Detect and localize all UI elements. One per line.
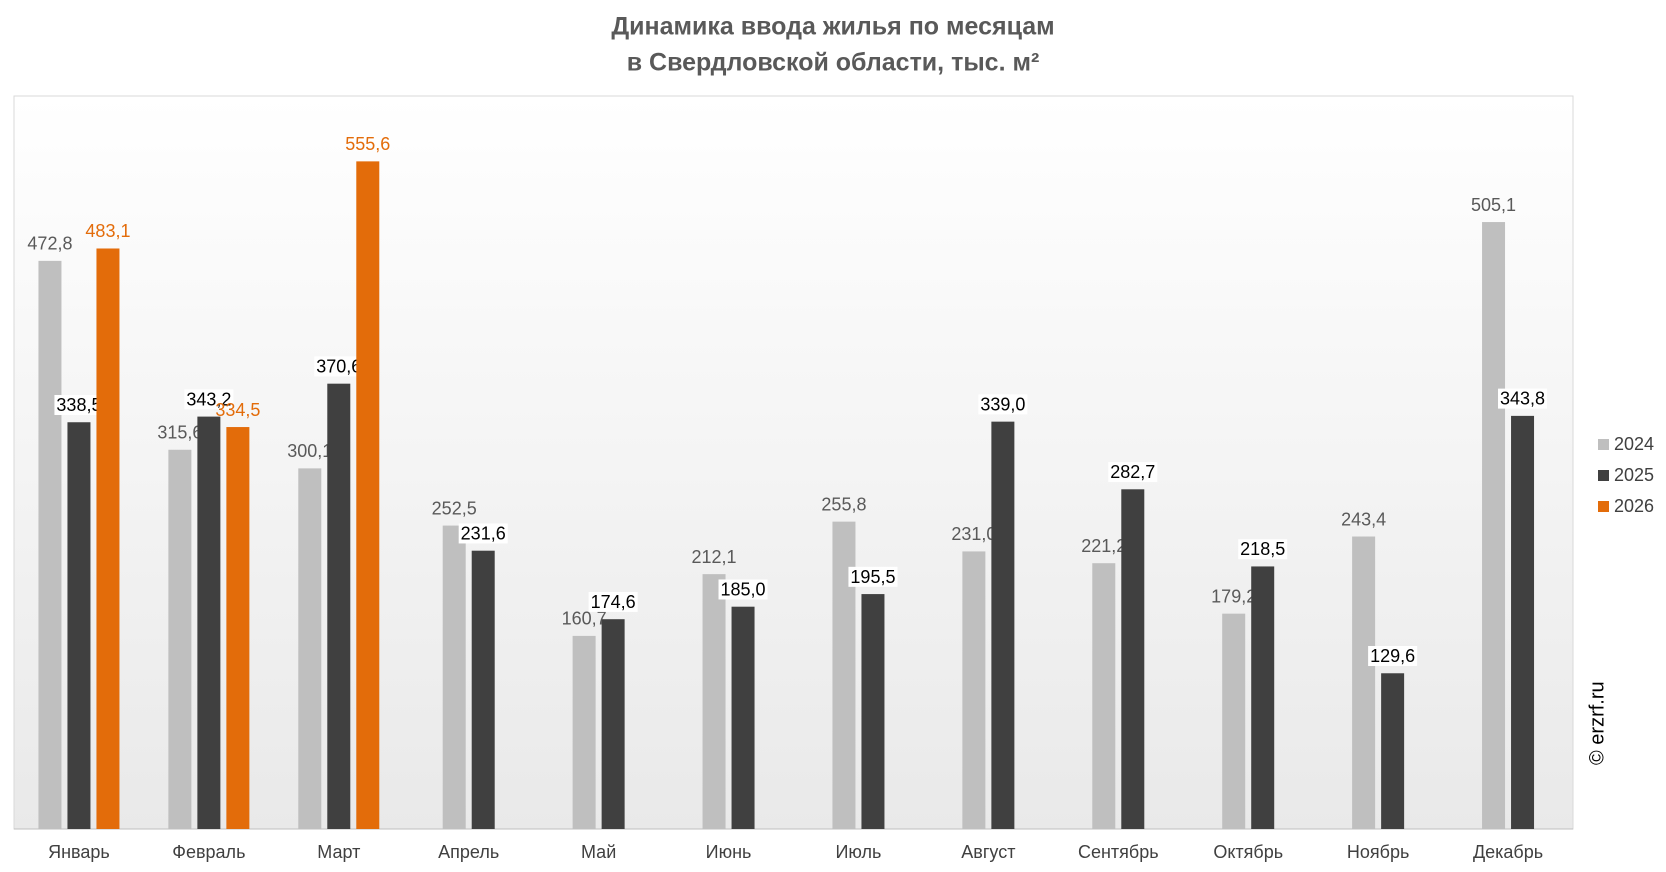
bar — [327, 383, 351, 829]
value-label: 160,7 — [562, 609, 607, 629]
value-label: 315,6 — [157, 423, 202, 443]
value-label: 179,2 — [1211, 586, 1256, 606]
x-tick-label: Июль — [835, 842, 881, 862]
value-label: 231,6 — [461, 523, 506, 543]
label-bg — [718, 579, 768, 600]
x-tick-label: Апрель — [438, 842, 499, 862]
legend-label: 2026 — [1614, 496, 1654, 516]
bar — [67, 422, 91, 829]
bar — [1222, 613, 1246, 829]
bar — [702, 574, 726, 829]
label-bg — [458, 523, 508, 544]
value-label: 255,8 — [821, 494, 866, 514]
value-label: 483,1 — [85, 221, 130, 241]
bar — [861, 594, 885, 829]
value-label: 343,2 — [186, 389, 231, 409]
x-tick-label: Май — [581, 842, 616, 862]
bar — [1482, 222, 1506, 829]
value-label: 339,0 — [980, 394, 1025, 414]
value-label: 338,5 — [56, 395, 101, 415]
x-tick-label: Март — [317, 842, 360, 862]
value-label: 334,5 — [215, 400, 260, 420]
x-tick-label: Январь — [48, 842, 110, 862]
value-label: 174,6 — [591, 592, 636, 612]
bar — [572, 635, 596, 829]
bar — [832, 521, 856, 829]
bar — [1121, 489, 1145, 829]
label-bg — [1368, 646, 1418, 667]
value-label: 555,6 — [345, 134, 390, 154]
x-tick-label: Декабрь — [1473, 842, 1543, 862]
bar — [471, 550, 495, 829]
bar — [1092, 563, 1116, 829]
bar — [197, 416, 221, 829]
legend-label: 2024 — [1614, 434, 1654, 454]
bar — [1381, 673, 1405, 829]
value-label: 343,8 — [1500, 389, 1545, 409]
value-label: 252,5 — [432, 498, 477, 518]
bar — [962, 551, 986, 829]
label-bg — [1108, 462, 1158, 483]
label-bg — [978, 394, 1028, 415]
label-bg — [848, 566, 898, 587]
x-tick-label: Октябрь — [1213, 842, 1283, 862]
bar — [96, 248, 120, 829]
bar — [168, 449, 192, 829]
plot-area — [13, 95, 1574, 830]
label-bg — [314, 356, 364, 377]
x-tick-label: Февраль — [172, 842, 245, 862]
bar — [601, 619, 625, 829]
value-label: 195,5 — [850, 567, 895, 587]
bar — [226, 427, 250, 829]
bar — [991, 421, 1015, 829]
label-bg — [588, 591, 638, 612]
x-tick-label: Сентябрь — [1078, 842, 1159, 862]
label-bg — [1498, 388, 1548, 409]
bar — [1511, 415, 1535, 829]
watermark: © erzrf.ru — [1586, 681, 1608, 765]
bar — [731, 606, 755, 829]
value-label: 300,1 — [287, 441, 332, 461]
chart-subtitle: в Свердловской области, тыс. м² — [627, 49, 1040, 77]
x-tick-label: Ноябрь — [1347, 842, 1409, 862]
bar — [1251, 566, 1275, 829]
label-bg — [1238, 539, 1288, 560]
legend-swatch — [1598, 501, 1609, 512]
legend-label: 2025 — [1614, 465, 1654, 485]
bar — [38, 260, 62, 829]
bar — [442, 525, 466, 829]
x-tick-label: Август — [961, 842, 1015, 862]
value-label: 370,6 — [316, 356, 361, 376]
value-label: 218,5 — [1240, 539, 1285, 559]
label-bg — [184, 389, 234, 410]
value-label: 472,8 — [27, 234, 72, 254]
label-bg — [54, 394, 104, 415]
bar — [1352, 536, 1376, 829]
value-label: 505,1 — [1471, 195, 1516, 215]
chart-title: Динамика ввода жилья по месяцам — [611, 13, 1054, 41]
value-label: 282,7 — [1110, 462, 1155, 482]
bar — [356, 161, 380, 829]
value-label: 129,6 — [1370, 646, 1415, 666]
legend-swatch — [1598, 470, 1609, 481]
legend-swatch — [1598, 439, 1609, 450]
value-label: 231,0 — [951, 524, 996, 544]
value-label: 243,4 — [1341, 509, 1386, 529]
bar — [298, 468, 322, 829]
value-label: 185,0 — [721, 579, 766, 599]
value-label: 221,2 — [1081, 536, 1126, 556]
value-label: 212,1 — [692, 547, 737, 567]
x-tick-label: Июнь — [706, 842, 752, 862]
